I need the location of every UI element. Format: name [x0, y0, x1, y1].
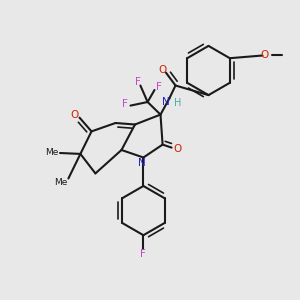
Text: H: H	[174, 98, 182, 108]
Text: F: F	[140, 249, 146, 259]
Text: O: O	[173, 143, 181, 154]
Text: N: N	[138, 158, 146, 168]
Text: O: O	[70, 110, 78, 120]
Text: F: F	[156, 82, 162, 92]
Text: Me: Me	[45, 148, 58, 157]
Text: O: O	[261, 50, 269, 60]
Text: F: F	[135, 77, 141, 87]
Text: N: N	[162, 97, 170, 107]
Text: Me: Me	[55, 178, 68, 187]
Text: O: O	[158, 65, 166, 75]
Text: F: F	[122, 99, 128, 109]
